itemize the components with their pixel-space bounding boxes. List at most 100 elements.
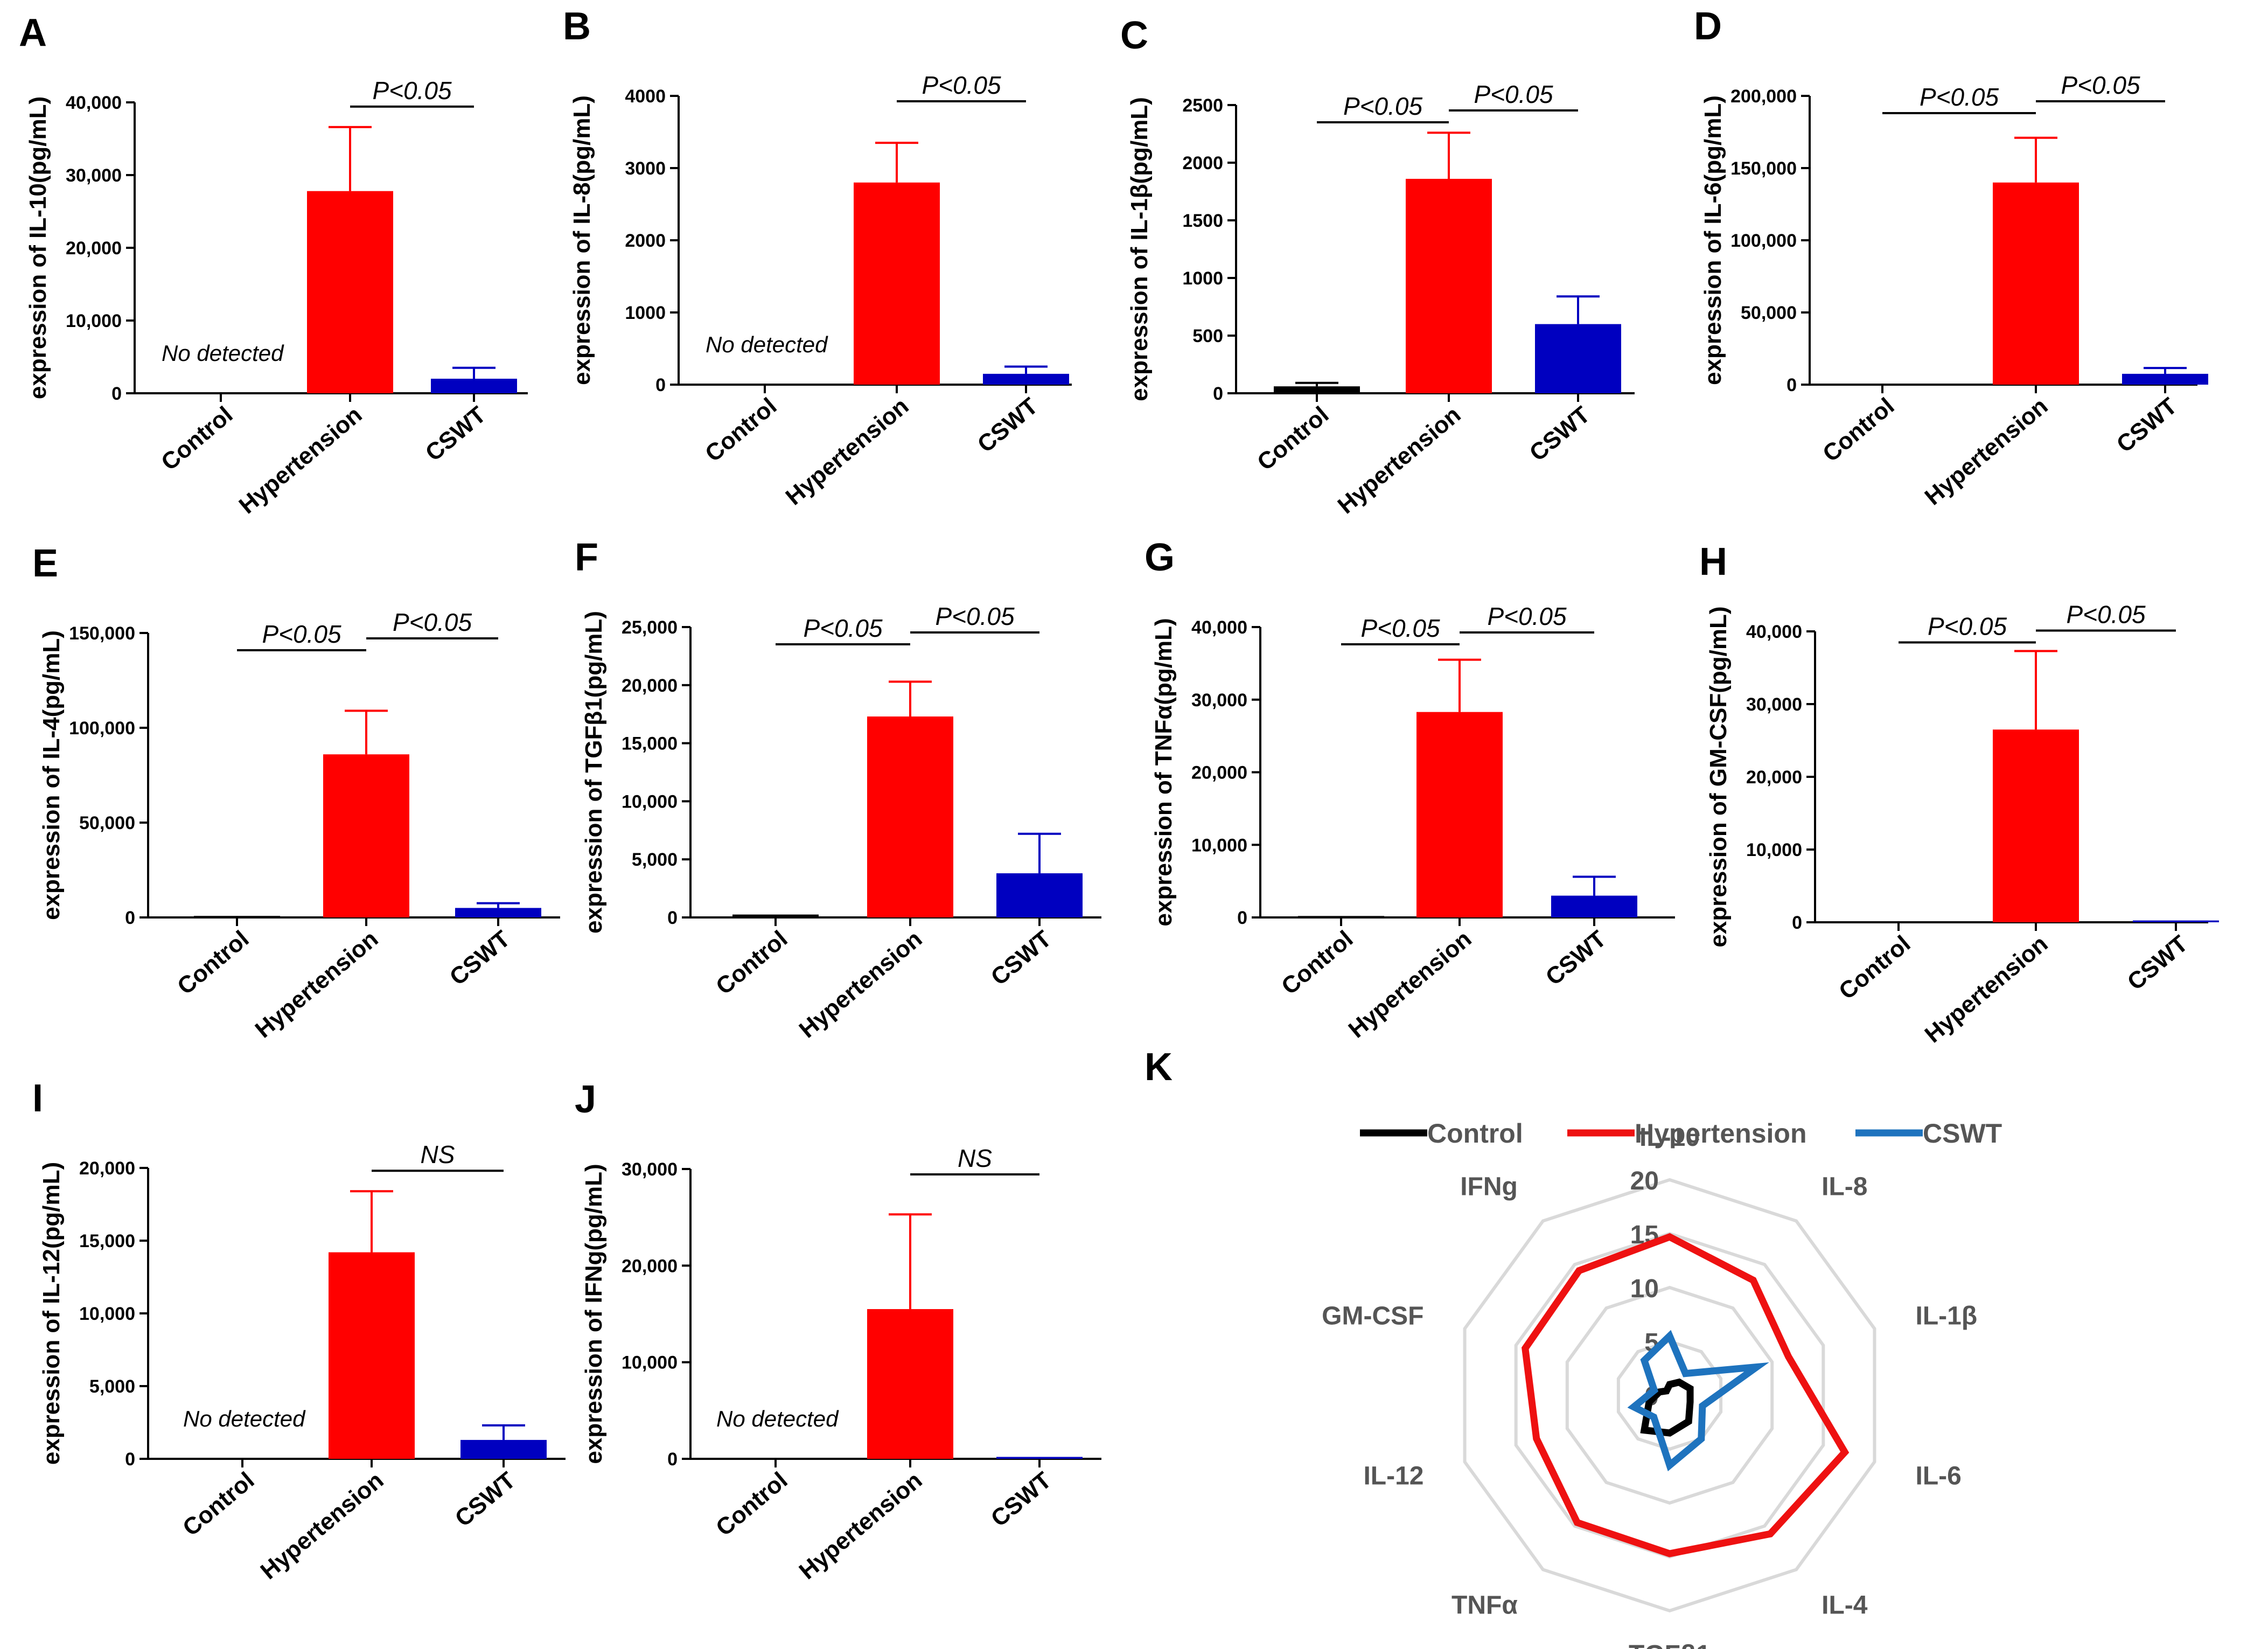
- radar-axis-label: IL-8: [1822, 1173, 1867, 1201]
- y-tick-label: 0: [667, 1449, 678, 1470]
- panel-label: H: [1699, 540, 1727, 583]
- x-tick-label: Hypertension: [234, 401, 367, 519]
- radar-axis-label: IL-4: [1822, 1591, 1868, 1619]
- bar: [1406, 178, 1492, 393]
- y-axis-label: expression of IFNg(pg/mL): [581, 1164, 607, 1464]
- x-tick-label: CSWT: [986, 926, 1057, 991]
- radar-axis-label: IL-10: [1639, 1123, 1700, 1152]
- radar-axis-label: TGFβ1: [1629, 1640, 1711, 1649]
- y-tick-label: 50,000: [1741, 303, 1797, 323]
- x-tick-label: Control: [711, 926, 792, 1000]
- x-tick-label: Hypertension: [1920, 393, 2053, 510]
- radar-tick-label: 20: [1630, 1167, 1659, 1195]
- bar: [2133, 920, 2219, 922]
- significance-label: P<0.05: [922, 71, 1001, 99]
- legend-item: CSWT: [1855, 1118, 2002, 1149]
- y-tick-label: 100,000: [69, 718, 135, 739]
- y-tick-label: 0: [111, 384, 122, 404]
- y-axis-label: expression of IL-10(pg/mL): [25, 96, 51, 399]
- panel-label: E: [32, 542, 58, 585]
- y-tick-label: 20,000: [66, 238, 122, 259]
- panel-label: K: [1145, 1046, 1173, 1089]
- y-tick-label: 0: [667, 908, 678, 928]
- y-tick-label: 20,000: [1191, 763, 1247, 783]
- significance-label: P<0.05: [935, 602, 1014, 630]
- y-tick-label: 0: [125, 908, 135, 928]
- significance-label: P<0.05: [1928, 612, 2007, 640]
- y-tick-label: 0: [1792, 913, 1802, 933]
- y-tick-label: 10,000: [622, 791, 678, 812]
- y-tick-label: 0: [1237, 908, 1247, 928]
- bar: [194, 916, 280, 917]
- y-axis-label: expression of IL-4(pg/mL): [38, 630, 65, 920]
- y-tick-label: 0: [1213, 384, 1223, 404]
- x-tick-label: Hypertension: [794, 1467, 927, 1584]
- bar: [460, 1439, 547, 1459]
- x-tick-label: CSWT: [421, 401, 491, 467]
- y-tick-label: 20,000: [622, 676, 678, 696]
- significance-label: P<0.05: [1360, 614, 1440, 642]
- bar: [1535, 324, 1621, 393]
- x-tick-label: Control: [1276, 926, 1358, 1000]
- bar: [867, 1309, 953, 1459]
- x-tick-label: Control: [156, 401, 238, 476]
- y-tick-label: 20,000: [79, 1158, 135, 1179]
- y-tick-label: 150,000: [1730, 158, 1797, 179]
- significance-label: P<0.05: [262, 620, 341, 648]
- y-tick-label: 10,000: [79, 1304, 135, 1324]
- panel-label: I: [32, 1077, 43, 1120]
- y-tick-label: 100,000: [1730, 231, 1797, 251]
- legend-label: Control: [1427, 1118, 1523, 1149]
- radar-axis-label: IL-1β: [1916, 1302, 1978, 1331]
- y-tick-label: 30,000: [1191, 690, 1247, 711]
- bar: [996, 1457, 1083, 1459]
- radar-grid-ring: [1514, 1231, 1825, 1559]
- bar: [1416, 712, 1503, 917]
- x-tick-label: Hypertension: [1920, 930, 2053, 1048]
- bar: [323, 754, 409, 917]
- panel-label: A: [19, 11, 47, 54]
- bar: [1839, 384, 1925, 385]
- y-axis-label: expression of GM-CSF(pg/mL): [1705, 606, 1732, 947]
- y-tick-label: 30,000: [66, 165, 122, 186]
- x-tick-label: Hypertension: [1344, 926, 1477, 1043]
- bar: [455, 908, 541, 917]
- legend-item: Hypertension: [1567, 1118, 1807, 1149]
- x-tick-label: CSWT: [973, 393, 1043, 458]
- y-tick-label: 25,000: [622, 617, 678, 638]
- x-tick-label: Control: [1834, 930, 1915, 1005]
- y-tick-label: 200,000: [1730, 86, 1797, 107]
- panel-label: J: [575, 1078, 596, 1121]
- x-tick-label: Control: [172, 926, 254, 1000]
- x-tick-label: Hypertension: [256, 1467, 389, 1584]
- y-tick-label: 30,000: [622, 1159, 678, 1180]
- y-tick-label: 2000: [625, 231, 666, 251]
- x-tick-label: CSWT: [450, 1467, 521, 1532]
- significance-label: P<0.05: [393, 608, 472, 636]
- radar-grid-ring: [1565, 1285, 1774, 1505]
- y-tick-label: 1000: [625, 303, 666, 323]
- radar-tick-label: 10: [1630, 1275, 1659, 1303]
- y-axis-label: expression of TNFα(pg/mL): [1150, 618, 1177, 926]
- significance-label: P<0.05: [1343, 92, 1422, 120]
- panel-label: G: [1145, 536, 1175, 579]
- significance-label: P<0.05: [372, 76, 451, 105]
- panel-label: B: [563, 5, 591, 48]
- bar: [1551, 895, 1637, 917]
- radar-series-cswt: [1627, 1330, 1769, 1472]
- y-tick-label: 1000: [1182, 268, 1223, 289]
- radar-axis-label: IFNg: [1460, 1173, 1518, 1201]
- y-tick-label: 5,000: [89, 1376, 135, 1397]
- panel-label: F: [575, 536, 598, 579]
- x-tick-label: CSWT: [2123, 930, 2193, 996]
- bar: [2122, 373, 2208, 385]
- y-tick-label: 2000: [1182, 153, 1223, 173]
- bar: [431, 379, 517, 393]
- y-tick-label: 30,000: [1746, 694, 1802, 715]
- radar-grid-ring: [1463, 1178, 1876, 1613]
